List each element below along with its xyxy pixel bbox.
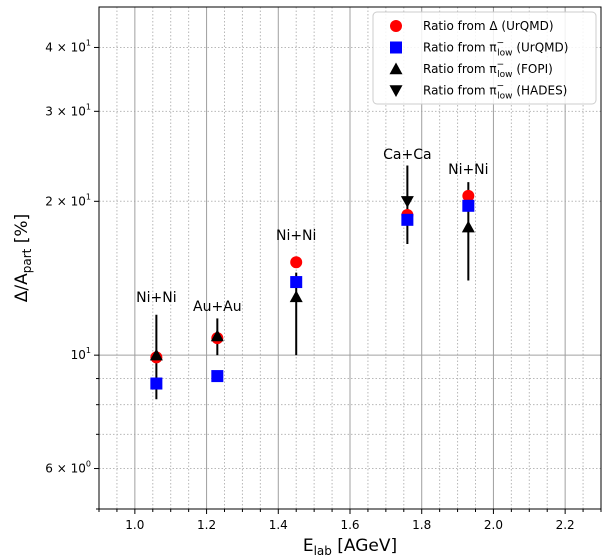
legend-label-source: (HADES) xyxy=(513,84,568,98)
x-tick-label: 1.2 xyxy=(197,518,216,532)
y-tick-times: × xyxy=(53,104,71,118)
legend-label-subscript: low xyxy=(497,49,512,59)
x-tick-label: 2.2 xyxy=(556,518,575,532)
y-axis-label: Δ/Apart [%] xyxy=(12,214,34,302)
legend-marker xyxy=(390,20,402,32)
collision-system-label: Ni+Ni xyxy=(136,290,176,306)
pion-urqmd-point xyxy=(401,213,414,226)
pion-fopi-point xyxy=(289,290,303,303)
legend-entry: Ratio from π− low (HADES) xyxy=(423,82,567,102)
legend-entry: Ratio from Δ (UrQMD) xyxy=(423,19,554,33)
delta-urqmd-point xyxy=(290,256,303,269)
y-tick-label: 6 × 100 xyxy=(45,460,91,476)
y-tick-exponent: 1 xyxy=(86,192,91,201)
y-tick-times: × xyxy=(53,40,71,54)
x-tick-label: 2.0 xyxy=(484,518,503,532)
y-tick-exponent: 0 xyxy=(86,460,91,469)
collision-system-label: Ca+Ca xyxy=(383,147,431,163)
y-tick-label: 101 xyxy=(71,346,91,362)
pion-hades-point xyxy=(400,196,414,208)
pion-fopi-point xyxy=(461,220,475,233)
y-tick-base: 3 xyxy=(45,104,53,118)
legend-label-superscript: − xyxy=(497,39,505,49)
axis-ticks xyxy=(94,46,602,514)
y-tick-ten: 10 xyxy=(71,104,86,118)
pion-fopi-point xyxy=(210,329,224,342)
x-tick-label: 1.4 xyxy=(269,518,288,532)
legend-label: Ratio from π xyxy=(423,41,497,55)
legend-label: Ratio from π xyxy=(423,62,497,76)
legend-entry: Ratio from π− low (FOPI) xyxy=(423,60,553,80)
collision-system-label: Au+Au xyxy=(193,299,242,315)
y-tick-exponent: 1 xyxy=(86,102,91,111)
delta-urqmd-point xyxy=(462,189,475,202)
y-tick-base: 2 xyxy=(45,194,53,208)
y-tick-times: × xyxy=(53,462,71,476)
legend-entry: Ratio from π− low (UrQMD) xyxy=(423,39,568,59)
y-tick-ten: 10 xyxy=(71,40,86,54)
y-tick-ten: 10 xyxy=(71,348,86,362)
pion-urqmd-point xyxy=(462,199,475,212)
y-tick-label: 2 × 101 xyxy=(45,192,91,208)
annotations: Ni+Ni Au+Au Ni+Ni Ca+Ca Ni+Ni xyxy=(136,147,488,315)
pion-fopi-point xyxy=(149,348,163,361)
legend-label: Ratio from π xyxy=(423,84,497,98)
x-tick-label: 1.8 xyxy=(412,518,431,532)
legend-label-subscript: low xyxy=(497,92,512,102)
y-tick-times: × xyxy=(53,194,71,208)
legend-label: Ratio from Δ (UrQMD) xyxy=(423,19,554,33)
x-axis-label: Elab [AGeV] xyxy=(303,536,397,558)
legend-label-source: (UrQMD) xyxy=(513,41,569,55)
y-tick-base: 6 xyxy=(45,462,53,476)
y-tick-ten: 10 xyxy=(71,462,86,476)
x-tick-label: 1.6 xyxy=(340,518,359,532)
legend-marker xyxy=(389,62,403,75)
collision-system-label: Ni+Ni xyxy=(276,228,316,244)
legend-label-subscript: low xyxy=(497,70,512,80)
y-tick-ten: 10 xyxy=(71,194,86,208)
pion-urqmd-point xyxy=(211,370,224,383)
pion-urqmd-point xyxy=(290,276,303,289)
pion-urqmd-point xyxy=(150,377,163,390)
y-tick-base: 4 xyxy=(45,40,53,54)
grid-major xyxy=(99,7,601,509)
y-tick-exponent: 1 xyxy=(86,346,91,355)
legend-label-source: (FOPI) xyxy=(513,62,553,76)
y-tick-label: 3 × 101 xyxy=(45,102,91,118)
collision-system-label: Ni+Ni xyxy=(448,162,488,178)
legend-box xyxy=(372,11,597,105)
y-tick-label: 4 × 101 xyxy=(45,38,91,54)
x-tick-label: 1.0 xyxy=(125,518,144,532)
legend-label-superscript: − xyxy=(497,82,505,92)
y-tick-exponent: 1 xyxy=(86,38,91,47)
legend-label-superscript: − xyxy=(497,60,505,70)
data-markers xyxy=(149,189,475,390)
legend-marker xyxy=(389,85,403,97)
x-tick-labels: 1.0 1.2 1.4 1.6 1.8 2.0 2.2 xyxy=(125,518,574,532)
legend: Ratio from Δ (UrQMD)Ratio from π− low (Ur… xyxy=(372,11,597,105)
legend-marker xyxy=(390,41,402,54)
